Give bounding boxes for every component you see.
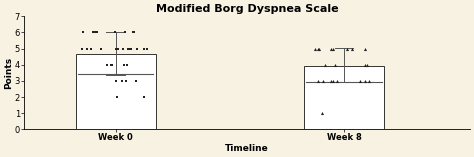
- Point: [133, 47, 141, 50]
- Point: [321, 63, 328, 66]
- Point: [129, 31, 137, 34]
- Point: [98, 47, 105, 50]
- Point: [93, 31, 100, 34]
- Point: [327, 80, 335, 82]
- Point: [119, 47, 127, 50]
- Bar: [304, 65, 384, 129]
- Point: [115, 47, 122, 50]
- Point: [343, 47, 351, 50]
- Point: [112, 47, 120, 50]
- Point: [361, 63, 368, 66]
- Point: [329, 80, 337, 82]
- Point: [107, 63, 115, 66]
- X-axis label: Timeline: Timeline: [225, 144, 269, 153]
- Point: [103, 63, 110, 66]
- Point: [331, 63, 338, 66]
- Point: [314, 80, 322, 82]
- Point: [361, 47, 369, 50]
- Point: [83, 47, 91, 50]
- Point: [143, 47, 150, 50]
- Point: [356, 80, 364, 82]
- Point: [140, 47, 148, 50]
- Point: [113, 80, 120, 82]
- Point: [118, 80, 126, 82]
- Point: [314, 47, 322, 50]
- Point: [133, 80, 140, 82]
- Point: [125, 47, 132, 50]
- Point: [318, 112, 326, 114]
- Point: [108, 63, 115, 66]
- Point: [78, 47, 85, 50]
- Point: [130, 31, 138, 34]
- Point: [316, 47, 323, 50]
- Point: [140, 96, 147, 98]
- Point: [365, 80, 373, 82]
- Point: [311, 47, 319, 50]
- Point: [328, 47, 335, 50]
- Point: [87, 47, 95, 50]
- Point: [127, 47, 135, 50]
- Point: [363, 63, 371, 66]
- Point: [129, 31, 137, 34]
- Point: [333, 80, 341, 82]
- Title: Modified Borg Dyspnea Scale: Modified Borg Dyspnea Scale: [155, 4, 338, 14]
- Point: [124, 63, 131, 66]
- Y-axis label: Points: Points: [4, 57, 13, 89]
- Point: [361, 80, 368, 82]
- Point: [112, 31, 119, 34]
- Point: [120, 63, 128, 66]
- Point: [122, 80, 129, 82]
- Point: [319, 80, 327, 82]
- Point: [79, 31, 86, 34]
- Point: [121, 31, 128, 34]
- Point: [329, 47, 337, 50]
- Point: [89, 31, 97, 34]
- Point: [348, 47, 356, 50]
- Point: [127, 47, 134, 50]
- Point: [91, 31, 99, 34]
- Bar: [75, 54, 155, 129]
- Point: [113, 96, 121, 98]
